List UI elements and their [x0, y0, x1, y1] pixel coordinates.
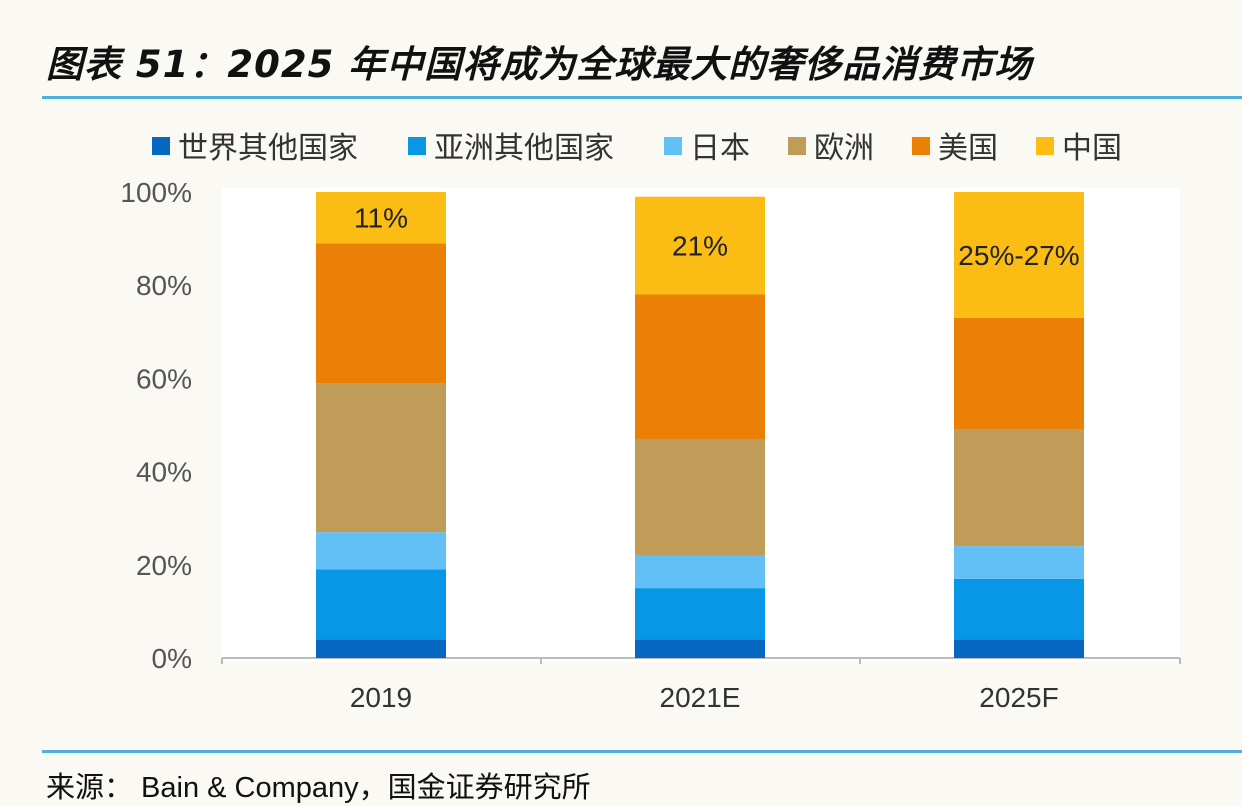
legend-label: 中国	[1062, 131, 1122, 166]
y-tick-label: 40%	[136, 457, 192, 488]
footer-divider	[42, 750, 1242, 753]
bar-segment	[954, 429, 1084, 547]
bar-segment	[954, 317, 1084, 430]
title-divider	[42, 96, 1242, 99]
data-label: 11%	[354, 203, 408, 234]
chart-title: 图表 51：2025 年中国将成为全球最大的奢侈品消费市场	[46, 43, 1033, 86]
bar-segment	[635, 555, 765, 589]
bar-segment	[316, 192, 446, 244]
bar-segment	[954, 639, 1084, 658]
legend-label: 亚洲其他国家	[434, 131, 614, 166]
bar-segment	[954, 192, 1084, 318]
y-tick-label: 100%	[120, 177, 192, 208]
legend-swatch	[152, 137, 170, 155]
x-tick-label: 2021E	[660, 682, 741, 713]
bar-segment	[316, 639, 446, 658]
y-tick-label: 0%	[152, 643, 192, 674]
source-note: 来源： Bain & Company，国金证券研究所	[46, 772, 591, 804]
legend-label: 欧洲	[814, 131, 874, 166]
legend-swatch	[912, 137, 930, 155]
legend-label: 美国	[938, 131, 998, 166]
y-tick-label: 20%	[136, 550, 192, 581]
bar-segment	[316, 569, 446, 640]
y-tick-label: 60%	[136, 363, 192, 394]
bar-segment	[635, 438, 765, 556]
data-label: 25%-27%	[958, 240, 1079, 271]
legend-swatch	[408, 137, 426, 155]
legend-label: 世界其他国家	[178, 131, 358, 166]
legend-swatch	[788, 137, 806, 155]
bar-segment	[954, 578, 1084, 640]
legend-swatch	[1036, 137, 1054, 155]
x-tick-label: 2019	[350, 682, 412, 713]
bar-segment	[316, 532, 446, 570]
legend-swatch	[664, 137, 682, 155]
bar-segment	[635, 196, 765, 295]
x-tick-label: 2025F	[979, 682, 1058, 713]
legend-label: 日本	[690, 131, 750, 166]
bar-segment	[316, 383, 446, 533]
data-label: 21%	[672, 231, 728, 262]
bar-segment	[635, 639, 765, 658]
bar-segment	[635, 588, 765, 640]
bar-segment	[635, 294, 765, 439]
bar-segment	[954, 546, 1084, 579]
bar-segment	[316, 243, 446, 384]
y-tick-label: 80%	[136, 270, 192, 301]
